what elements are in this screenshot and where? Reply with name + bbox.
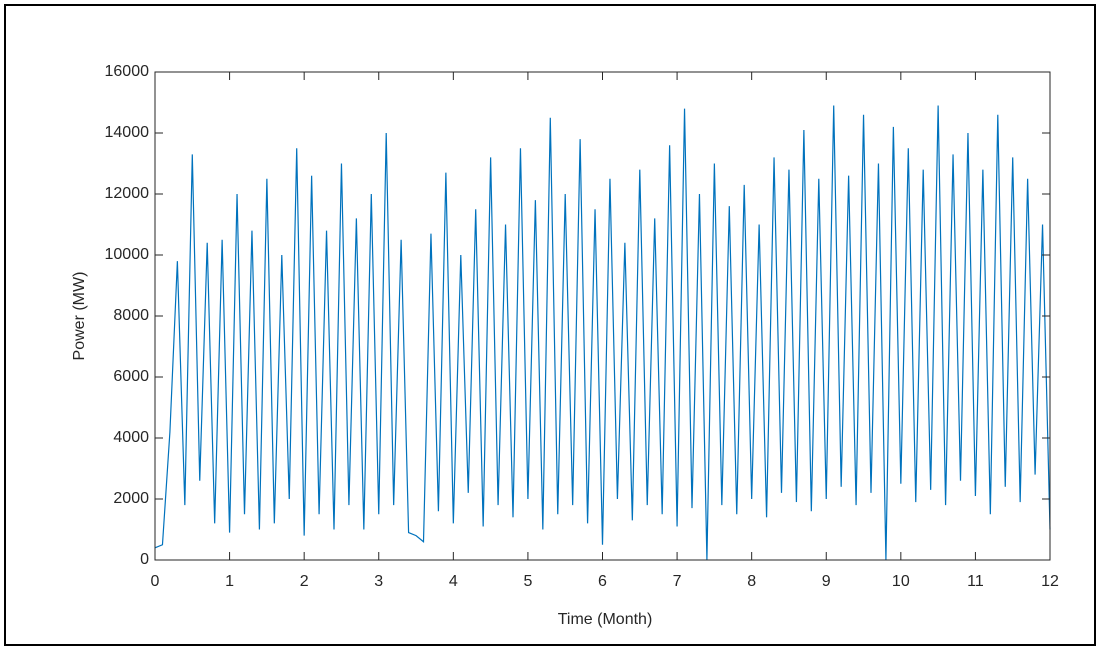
frame: [4, 4, 1096, 646]
x-tick-label: 9: [822, 573, 831, 590]
x-tick-label: 7: [673, 573, 682, 590]
x-tick-label: 3: [374, 573, 383, 590]
y-tick-label: 2000: [113, 490, 149, 507]
x-tick-label: 5: [523, 573, 532, 590]
x-tick-label: 1: [225, 573, 234, 590]
y-tick-label: 8000: [113, 307, 149, 324]
x-tick-label: 8: [747, 573, 756, 590]
x-tick-label: 6: [598, 573, 607, 590]
y-tick-label: 4000: [113, 429, 149, 446]
x-tick-label: 10: [892, 573, 910, 590]
y-tick-label: 12000: [105, 185, 150, 202]
x-tick-label: 0: [151, 573, 160, 590]
y-tick-label: 16000: [105, 63, 150, 80]
y-tick-label: 10000: [105, 246, 150, 263]
y-tick-label: 14000: [105, 124, 150, 141]
x-tick-label: 11: [967, 573, 984, 590]
y-axis-label: Power (MW): [71, 272, 88, 361]
y-tick-label: 0: [140, 551, 149, 568]
x-axis-label: Time (Month): [558, 611, 653, 628]
x-tick-label: 2: [300, 573, 309, 590]
x-tick-label: 4: [449, 573, 458, 590]
data-line: [154, 105, 1051, 561]
x-tick-label: 12: [1041, 573, 1059, 590]
y-tick-label: 6000: [113, 368, 149, 385]
